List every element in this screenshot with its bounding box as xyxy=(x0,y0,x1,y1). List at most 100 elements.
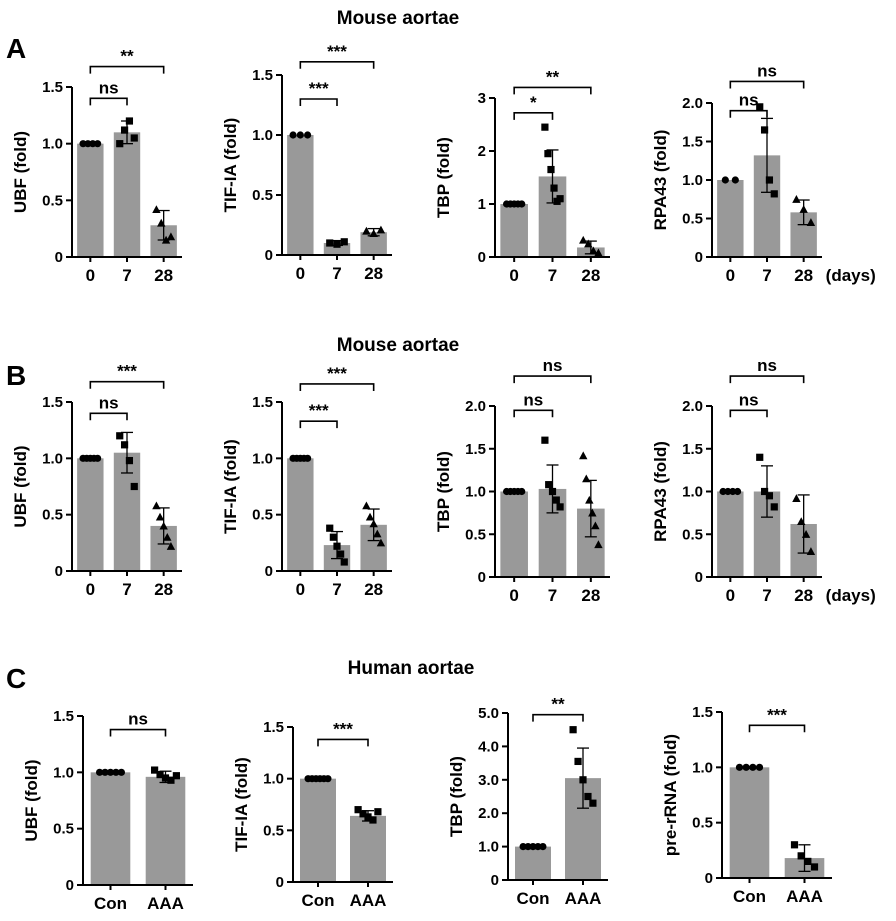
data-point-7 xyxy=(760,126,769,134)
x-tick-label-Con: Con xyxy=(733,887,766,906)
data-point-7 xyxy=(116,140,124,148)
data-point-7 xyxy=(756,103,764,111)
data-point-Con xyxy=(324,775,332,783)
y-tick-label: 0 xyxy=(55,249,63,266)
data-point-28 xyxy=(792,195,801,203)
data-point-7 xyxy=(340,558,348,566)
significance-bracket xyxy=(299,420,338,429)
x-tick-label-0: 0 xyxy=(726,586,735,605)
y-tick-label: 0.5 xyxy=(252,507,273,524)
chart-4: 0 0.5 1.0 1.5 2.0 0 7 28 (days) RPA43 (fold) ns ns xyxy=(651,61,876,285)
data-point-7 xyxy=(541,123,549,131)
y-tick-label: 1.0 xyxy=(252,127,273,144)
y-tick-label: 0 xyxy=(705,870,713,887)
significance-bracket xyxy=(513,86,592,95)
data-point-7 xyxy=(120,441,129,449)
x-tick-label-0: 0 xyxy=(86,580,95,599)
data-point-AAA xyxy=(797,852,805,860)
data-point-7 xyxy=(550,184,558,192)
bar-Con xyxy=(300,778,336,882)
data-point-AAA xyxy=(810,863,819,871)
bar-0 xyxy=(717,491,744,577)
data-point-7 xyxy=(326,239,334,247)
y-tick-label: 0.5 xyxy=(53,821,74,838)
significance-bracket xyxy=(109,728,167,737)
bar-Con xyxy=(515,846,551,880)
panel-letter-b: B xyxy=(6,360,26,391)
x-tick-label-0: 0 xyxy=(509,586,518,605)
y-tick-label: 1.0 xyxy=(682,484,703,501)
data-point-Con xyxy=(529,843,537,851)
y-axis-label: TBP (fold) xyxy=(434,451,453,532)
y-axis-label: TBP (fold) xyxy=(447,756,466,837)
y-tick-label: 1.0 xyxy=(53,764,74,781)
x-tick-label-AAA: AAA xyxy=(350,891,387,910)
x-tick-label-7: 7 xyxy=(122,580,131,599)
significance-label: ** xyxy=(120,47,134,66)
significance-label: *** xyxy=(309,401,329,420)
x-tick-label-Con: Con xyxy=(301,891,334,910)
significance-bracket xyxy=(89,380,165,389)
data-point-7 xyxy=(552,496,560,504)
significance-label: ns xyxy=(99,78,119,97)
data-point-28 xyxy=(365,512,375,521)
data-point-7 xyxy=(329,533,337,541)
significance-bracket xyxy=(89,97,128,106)
y-tick-label: 1.0 xyxy=(263,771,284,788)
data-point-AAA xyxy=(790,841,799,849)
data-point-AAA xyxy=(374,808,382,816)
x-tick-label-28: 28 xyxy=(794,586,813,605)
x-tick-label-28: 28 xyxy=(364,264,383,283)
data-point-0 xyxy=(518,487,526,496)
significance-label: ** xyxy=(546,67,560,86)
chart-11: 0 1.0 2.0 3.0 4.0 5.0 Con AAA TBP (fold) ** xyxy=(447,695,608,908)
significance-bracket xyxy=(299,98,338,106)
data-point-7 xyxy=(326,524,334,532)
data-point-7 xyxy=(541,436,549,444)
bar-AAA xyxy=(350,815,386,882)
panel-letter-c: C xyxy=(6,663,26,694)
data-point-Con xyxy=(106,768,115,776)
significance-bracket xyxy=(513,409,554,418)
significance-label: ns xyxy=(739,390,759,409)
x-tick-label-28: 28 xyxy=(154,266,173,285)
significance-label: ns xyxy=(739,91,759,110)
data-point-7 xyxy=(765,492,774,500)
section-title-b: Mouse aortae xyxy=(337,335,459,356)
significance-bracket xyxy=(89,412,128,421)
significance-bracket xyxy=(299,61,375,69)
data-point-0 xyxy=(721,176,729,184)
x-tick-label-Con: Con xyxy=(516,889,549,908)
data-point-7 xyxy=(544,150,552,158)
significance-label: ns xyxy=(99,393,119,412)
data-point-7 xyxy=(770,190,778,198)
data-point-Con xyxy=(117,768,125,776)
significance-bracket xyxy=(729,409,768,418)
y-tick-label: 1.5 xyxy=(53,708,74,725)
data-point-0 xyxy=(518,200,526,208)
data-point-7 xyxy=(765,176,774,184)
data-point-28 xyxy=(362,501,371,510)
y-tick-label: 1.5 xyxy=(682,134,703,151)
data-point-AAA xyxy=(569,726,577,734)
y-tick-label: 2.0 xyxy=(478,805,499,822)
y-tick-label: 1.5 xyxy=(692,704,713,721)
data-point-28 xyxy=(163,533,172,541)
x-tick-label-7: 7 xyxy=(332,264,341,283)
chart-5: 0 0.5 1.0 1.5 0 7 28 UBF (fold) ns *** xyxy=(11,362,182,599)
y-axis-label: TIF-IA (fold) xyxy=(221,439,240,534)
significance-bracket xyxy=(317,738,369,747)
significance-label: *** xyxy=(309,79,329,98)
panel-letter-a: A xyxy=(6,33,26,64)
y-tick-label: 1.5 xyxy=(465,441,486,458)
x-unit-label: (days) xyxy=(826,266,876,285)
significance-label: * xyxy=(530,93,537,112)
x-tick-label-7: 7 xyxy=(548,586,557,605)
data-point-28 xyxy=(582,474,591,483)
data-point-AAA xyxy=(574,757,582,766)
data-point-0 xyxy=(303,131,312,139)
data-point-7 xyxy=(760,487,769,496)
